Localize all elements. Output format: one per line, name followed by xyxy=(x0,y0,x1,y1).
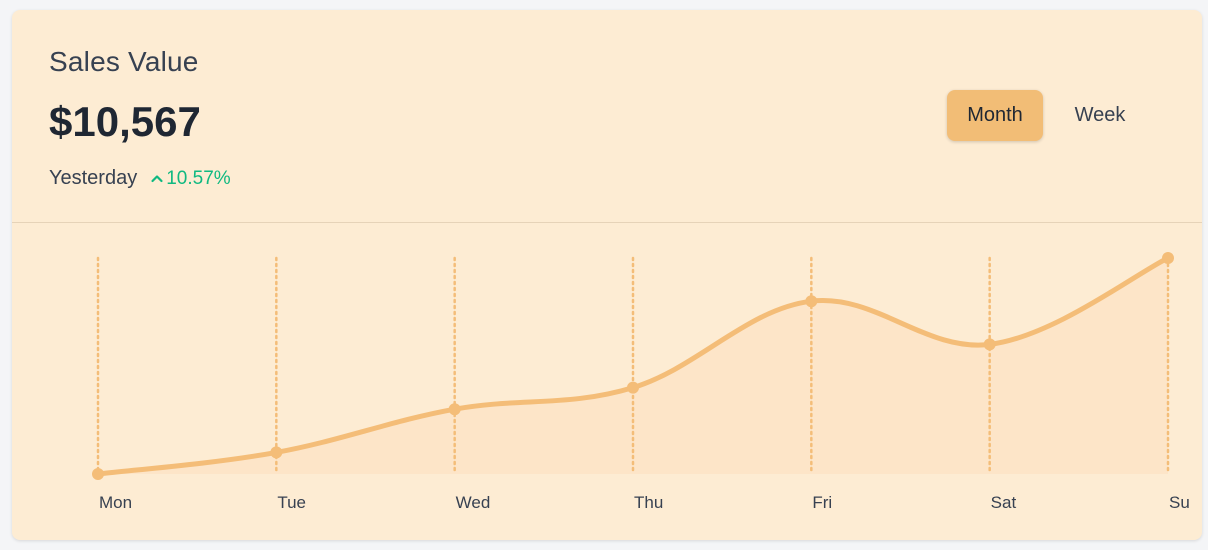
point-tue[interactable] xyxy=(270,446,283,459)
point-mon[interactable] xyxy=(92,468,104,480)
chevron-up-icon xyxy=(151,174,163,182)
point-fri[interactable] xyxy=(805,295,818,308)
week-toggle-button[interactable]: Week xyxy=(1074,104,1126,126)
x-tick-label: Mon xyxy=(99,493,132,512)
x-tick-label: Wed xyxy=(456,493,491,512)
change-value: 10.57% xyxy=(166,167,231,189)
x-tick-label: Tue xyxy=(277,493,306,512)
point-thu[interactable] xyxy=(627,381,639,394)
x-tick-label: Su xyxy=(1169,493,1190,512)
card-header: Sales Value $10,567 Yesterday 10.57% Mon… xyxy=(12,10,1202,223)
change-row: Yesterday 10.57% xyxy=(49,167,231,190)
period-label: Yesterday xyxy=(49,167,138,189)
sales-area-chart: Mon Tue Wed Thu Fri Sat Su xyxy=(92,252,1190,512)
point-sat[interactable] xyxy=(983,338,996,351)
point-wed[interactable] xyxy=(448,403,461,416)
change-badge: 10.57% xyxy=(150,167,231,190)
x-tick-label: Fri xyxy=(812,493,832,512)
x-tick-label: Sat xyxy=(991,493,1017,512)
card-title: Sales Value xyxy=(49,46,199,77)
sales-total: $10,567 xyxy=(49,98,201,145)
sales-value-card: Sales Value $10,567 Yesterday 10.57% Mon… xyxy=(12,10,1202,540)
point-su[interactable] xyxy=(1162,252,1174,264)
sales-area-fill xyxy=(98,258,1168,474)
x-tick-label: Thu xyxy=(634,493,663,512)
month-toggle-button[interactable]: Month xyxy=(947,90,1043,141)
